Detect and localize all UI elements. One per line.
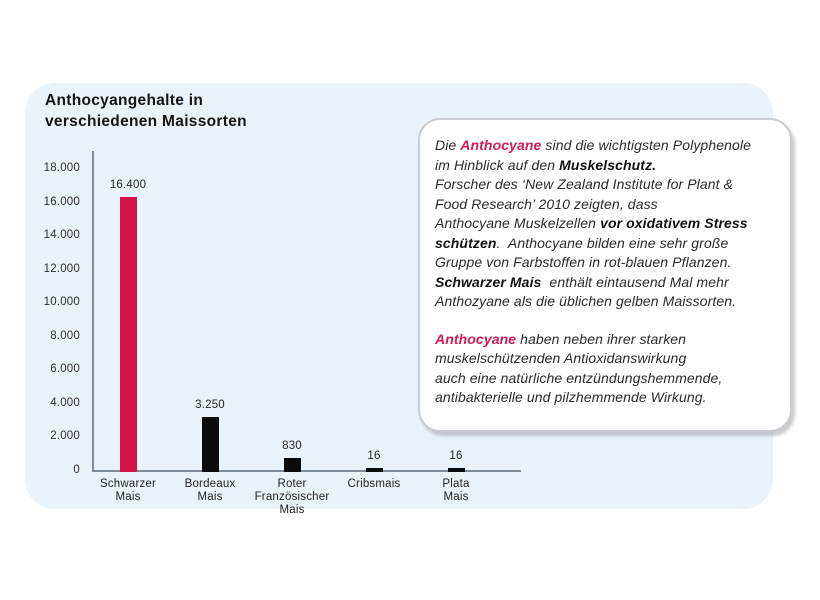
category-label-line: Mais: [115, 491, 141, 503]
y-tick-label: 8.000: [50, 329, 80, 342]
category-label-line: Mais: [197, 491, 223, 503]
info-paragraph: Die Anthocyane sind die wichtigsten Poly…: [435, 136, 782, 312]
bar: [119, 196, 137, 472]
category-label: Roter Französischer Mais: [240, 478, 344, 517]
accent-text: Anthocyane: [435, 330, 517, 347]
accent-text: Anthocyane: [460, 137, 542, 153]
text-line: Schwarzer Mais enthält eintausend Mal me…: [435, 273, 782, 293]
category-label-line: Cribsmais: [347, 478, 401, 490]
body-text: Gruppe von Farbstoffen in rot-blauen Pfl…: [435, 254, 732, 270]
body-text: Anthozyane als die üblichen gelben Maiss…: [435, 293, 737, 309]
text-line: Anthozyane als die üblichen gelben Maiss…: [435, 292, 782, 312]
x-axis-line: [92, 470, 521, 472]
body-text: antibakterielle und pilzhemmende Wirkung…: [435, 389, 707, 405]
category-label: Plata Mais: [404, 478, 508, 504]
category-label-line: Mais: [279, 504, 305, 516]
category-label-line: Französischer: [254, 491, 330, 503]
chart-title-line1: Anthocyangehalte in: [45, 92, 204, 109]
y-tick-label: 2.000: [50, 430, 80, 443]
body-text: sind die wichtigsten Polyphenole: [541, 137, 751, 153]
y-tick-label: 6.000: [50, 363, 80, 376]
info-box: Die Anthocyane sind die wichtigsten Poly…: [418, 118, 792, 432]
y-tick-label: 12.000: [43, 262, 80, 275]
body-text: auch eine natürliche entzündungshemmende…: [435, 369, 723, 386]
text-line: Forscher des ‘New Zealand Institute for …: [435, 175, 782, 195]
bar: [365, 468, 383, 472]
category-label-line: Roter: [277, 478, 307, 490]
body-text: haben neben ihrer starken: [516, 330, 687, 347]
bold-text: schützen: [435, 234, 497, 251]
info-paragraph: Anthocyane haben neben ihrer starken musk…: [435, 330, 782, 408]
y-tick-label: 14.000: [43, 229, 80, 242]
text-line: Gruppe von Farbstoffen in rot-blauen Pfl…: [435, 253, 782, 273]
text-line: antibakterielle und pilzhemmende Wirkung…: [435, 388, 782, 408]
bold-text: vor oxidativem Stress: [600, 215, 748, 231]
body-text: . Anthocyane bilden eine sehr große: [496, 234, 729, 251]
text-line: muskelschützenden Antioxidanswirkung: [435, 349, 782, 369]
text-line: Anthocyane Muskelzellen vor oxidativem S…: [435, 214, 782, 234]
body-text: muskelschützenden Antioxidanswirkung: [435, 350, 687, 366]
body-text: Forscher des ‘New Zealand Institute for …: [435, 176, 734, 192]
bar-value-label: 830: [282, 440, 302, 453]
text-line: Food Research’ 2010 zeigten, dass: [435, 195, 782, 215]
category-label-line: Schwarzer: [99, 478, 157, 490]
text-line: Anthocyane haben neben ihrer starken: [435, 330, 782, 350]
info-box-text: Die Anthocyane sind die wichtigsten Poly…: [435, 136, 782, 408]
y-tick-label: 16.000: [43, 195, 80, 208]
y-tick-label: 4.000: [50, 396, 80, 409]
bar: [283, 458, 301, 472]
text-line: schützen. Anthocyane bilden eine sehr gr…: [435, 234, 782, 254]
category-label: Bordeaux Mais: [158, 478, 262, 504]
body-text: enthält eintausend Mal mehr: [541, 273, 729, 290]
bold-text: Muskelschutz.: [559, 156, 657, 173]
body-text: Die: [435, 137, 461, 153]
y-tick-label: 0: [73, 464, 80, 476]
bold-text: Schwarzer Mais: [435, 273, 542, 290]
bar-value-label: 3.250: [195, 399, 225, 412]
category-label: Cribsmais: [322, 478, 426, 491]
y-tick-label: 18.000: [43, 162, 80, 174]
text-line: auch eine natürliche entzündungshemmende…: [435, 369, 782, 389]
y-axis-line: [92, 151, 94, 472]
category-label-line: Plata: [442, 478, 470, 490]
bar: [201, 417, 219, 472]
body-text: im Hinblick auf den: [435, 156, 560, 173]
bar-value-label: 16: [449, 450, 463, 462]
bar-value-label: 16.400: [109, 178, 147, 191]
chart-title-line2: verschiedenen Maissorten: [45, 113, 247, 130]
body-text: Food Research’ 2010 zeigten, dass: [435, 195, 658, 212]
category-label-line: Mais: [443, 491, 469, 503]
body-text: Anthocyane Muskelzellen: [435, 215, 601, 231]
bar-value-label: 16: [367, 450, 381, 462]
chart-title: Anthocyangehalte in verschiedenen Maisso…: [45, 90, 247, 132]
text-line: im Hinblick auf den Muskelschutz.: [435, 156, 782, 176]
category-label: Schwarzer Mais: [76, 478, 180, 504]
y-tick-label: 10.000: [43, 296, 80, 309]
bar: [447, 468, 465, 472]
category-label-line: Bordeaux: [184, 478, 236, 490]
text-line: Die Anthocyane sind die wichtigsten Poly…: [435, 136, 782, 156]
